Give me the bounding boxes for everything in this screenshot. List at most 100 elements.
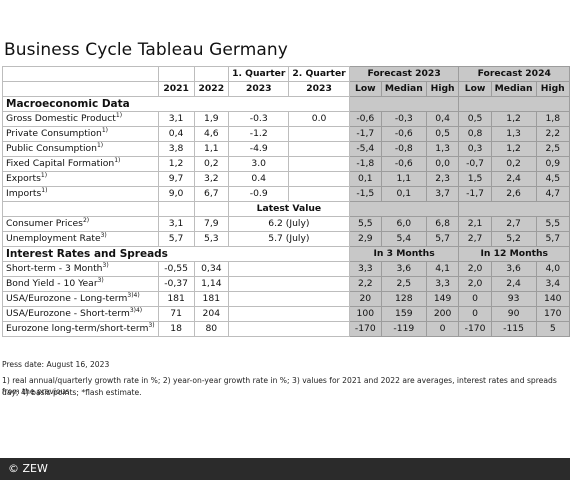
cell: 3,1 (157, 111, 195, 127)
blank-cell (228, 261, 350, 277)
header-q1: 1. Quarter (228, 66, 290, 82)
cell: 3,3 (425, 276, 460, 292)
footer-bar: © ZEW (0, 458, 570, 480)
cell: 3,2 (193, 171, 230, 187)
cell: 5 (535, 321, 570, 337)
table-row: Gross Domestic Product1) 3,1 1,9 -0.3 0.… (2, 111, 570, 127)
cell: -1,7 (458, 186, 492, 202)
cell: 200 (425, 306, 460, 322)
cell: 5,7 (157, 231, 195, 247)
cell: 1,3 (490, 126, 537, 142)
table-row: Public Consumption1) 3,8 1,1 -4.9 -5,4 -… (2, 141, 570, 157)
cell: 9,7 (157, 171, 195, 187)
cell: 1,5 (458, 171, 492, 187)
row-label: Short-term - 3 Month3) (2, 261, 159, 277)
cell: 0,5 (425, 126, 460, 142)
page-title: Business Cycle Tableau Germany (4, 40, 288, 60)
section-row: Interest Rates and Spreads In 3 Months I… (2, 246, 570, 262)
shade (348, 201, 460, 217)
cell: 20 (348, 291, 382, 307)
cell: -0,8 (380, 141, 427, 157)
cell: 4,0 (535, 261, 570, 277)
table-row: Fixed Capital Formation1) 1,2 0,2 3.0 -1… (2, 156, 570, 172)
row-label: Eurozone long-term/short-term3) (2, 321, 159, 337)
footnote-line-1: 1) real annual/quarterly growth rate in … (2, 376, 557, 396)
section-shade (458, 96, 570, 112)
cell: 5,7 (425, 231, 460, 247)
cell: 5,4 (380, 231, 427, 247)
cell: 0,0 (425, 156, 460, 172)
cell: 1,1 (380, 171, 427, 187)
cell: 2,6 (490, 186, 537, 202)
cell: 2,5 (380, 276, 427, 292)
cell: 0,2 (193, 156, 230, 172)
header-high-2024: High (535, 81, 570, 97)
cell: -0.3 (228, 111, 290, 127)
cell (288, 171, 350, 187)
cell: -1,8 (348, 156, 382, 172)
cell: 181 (193, 291, 230, 307)
cell: 2,4 (490, 276, 537, 292)
cell: -0,3 (380, 111, 427, 127)
cell: -170 (458, 321, 492, 337)
cell: 159 (380, 306, 427, 322)
footnote-line-2: day; 4) basis points; *flash estimate. (2, 388, 142, 397)
copyright-text: © ZEW (8, 462, 48, 475)
cell: 1,8 (535, 111, 570, 127)
cell: 0,8 (458, 126, 492, 142)
cell: 3,4 (535, 276, 570, 292)
cell: 140 (535, 291, 570, 307)
shade (458, 201, 570, 217)
cell: 3,1 (157, 216, 195, 232)
header-median-2023: Median (380, 81, 427, 97)
cell: 0 (425, 321, 460, 337)
blank-cell (228, 291, 350, 307)
header-empty (157, 66, 195, 82)
cell: 2,3 (425, 171, 460, 187)
cell: 5,3 (193, 231, 230, 247)
cell: 0.4 (228, 171, 290, 187)
blank-cell (228, 306, 350, 322)
table-row: USA/Eurozone - Long-term3)4) 181 181 20 … (2, 291, 570, 307)
cell: 0,3 (458, 141, 492, 157)
cell: 6.2 (July) (228, 216, 350, 232)
header-median-2024: Median (490, 81, 537, 97)
header-2022: 2022 (193, 81, 230, 97)
cell: 7,9 (193, 216, 230, 232)
row-label: Bond Yield - 10 Year3) (2, 276, 159, 292)
table-row: Private Consumption1) 0,4 4,6 -1.2 -1,7 … (2, 126, 570, 142)
header-empty (193, 66, 230, 82)
cell: 0,9 (535, 156, 570, 172)
row-label: Private Consumption1) (2, 126, 159, 142)
table-row: Consumer Prices2) 3,1 7,9 6.2 (July) 5,5… (2, 216, 570, 232)
cell: 100 (348, 306, 382, 322)
cell (288, 186, 350, 202)
cell: -0,6 (380, 156, 427, 172)
table-row: Unemployment Rate3) 5,7 5,3 5.7 (July) 2… (2, 231, 570, 247)
table-row: Short-term - 3 Month3) -0,55 0,34 3,3 3,… (2, 261, 570, 277)
cell: -0,6 (348, 111, 382, 127)
cell: 0 (458, 306, 492, 322)
row-label: Public Consumption1) (2, 141, 159, 157)
press-date: Press date: August 16, 2023 (2, 360, 110, 369)
cell: -0,37 (157, 276, 195, 292)
cell: 128 (380, 291, 427, 307)
cell: 0,4 (425, 111, 460, 127)
cell: 149 (425, 291, 460, 307)
cell: -170 (348, 321, 382, 337)
cell: 2,1 (458, 216, 492, 232)
cell: 1,2 (490, 141, 537, 157)
table-row: Imports1) 9,0 6,7 -0.9 -1,5 0,1 3,7 -1,7… (2, 186, 570, 202)
cell: 6,7 (193, 186, 230, 202)
cell: 18 (157, 321, 195, 337)
cell: -1,7 (348, 126, 382, 142)
cell: 1,1 (193, 141, 230, 157)
header-row-1: 1. Quarter 2. Quarter Forecast 2023 Fore… (2, 66, 570, 82)
header-low-2023: Low (348, 81, 382, 97)
cell: 3,3 (348, 261, 382, 277)
cell: -4.9 (228, 141, 290, 157)
row-label: Imports1) (2, 186, 159, 202)
cell: 90 (490, 306, 537, 322)
cell: -0,55 (157, 261, 195, 277)
latest-value-label: Latest Value (228, 201, 350, 217)
